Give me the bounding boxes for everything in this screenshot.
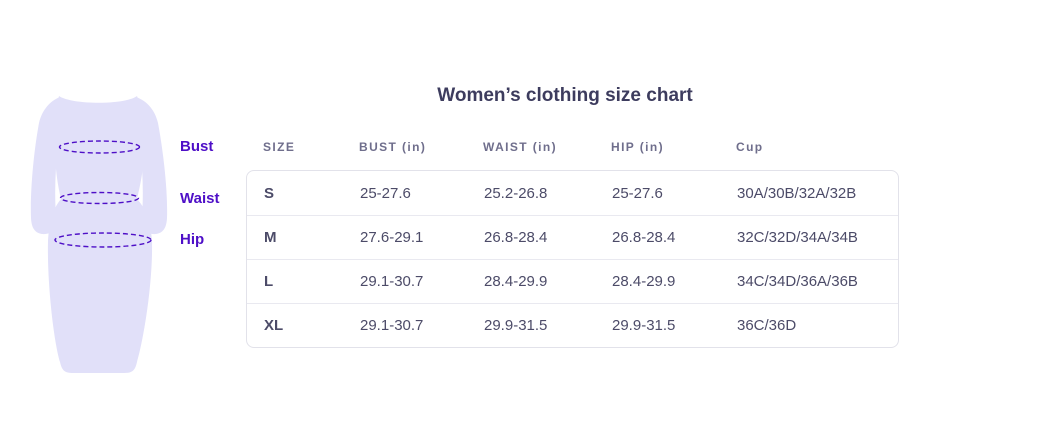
column-header-size: SIZE bbox=[263, 140, 296, 154]
size-table-body: S 25-27.6 25.2-26.8 25-27.6 30A/30B/32A/… bbox=[246, 170, 899, 348]
column-header-bust: BUST (in) bbox=[359, 140, 427, 154]
dress-right-sleeve bbox=[136, 97, 168, 235]
size-value: L bbox=[264, 273, 274, 290]
waist-value: 29.9-31.5 bbox=[484, 317, 548, 334]
hip-value: 28.4-29.9 bbox=[612, 273, 676, 290]
column-header-hip: HIP (in) bbox=[611, 140, 664, 154]
size-value: M bbox=[264, 229, 277, 246]
cup-value: 30A/30B/32A/32B bbox=[737, 184, 857, 202]
bust-measurement-line bbox=[58, 140, 141, 154]
bust-value: 25-27.6 bbox=[360, 184, 411, 202]
hip-value: 29.9-31.5 bbox=[612, 317, 676, 334]
size-table-header: SIZE BUST (in) WAIST (in) HIP (in) Cup bbox=[246, 133, 899, 161]
table-row-s: S 25-27.6 25.2-26.8 25-27.6 30A/30B/32A/… bbox=[247, 171, 898, 215]
bust-value: 29.1-30.7 bbox=[360, 273, 424, 290]
waist-label: Waist bbox=[180, 190, 220, 207]
column-header-waist: WAIST (in) bbox=[483, 140, 557, 154]
dress-left-sleeve bbox=[30, 97, 60, 235]
page-title: Women’s clothing size chart bbox=[437, 85, 693, 106]
cup-value: 34C/34D/36A/36B bbox=[737, 273, 858, 290]
dress-body bbox=[47, 96, 153, 373]
bust-label: Bust bbox=[180, 138, 214, 155]
dress-silhouette-illustration bbox=[30, 96, 168, 373]
size-value: S bbox=[264, 184, 275, 202]
size-table: SIZE BUST (in) WAIST (in) HIP (in) Cup S… bbox=[246, 133, 899, 348]
hip-value: 26.8-28.4 bbox=[612, 229, 676, 246]
size-value: XL bbox=[264, 317, 284, 334]
bust-value: 27.6-29.1 bbox=[360, 229, 424, 246]
bust-value: 29.1-30.7 bbox=[360, 317, 424, 334]
cup-value: 32C/32D/34A/34B bbox=[737, 229, 858, 246]
table-row-m: M 27.6-29.1 26.8-28.4 26.8-28.4 32C/32D/… bbox=[247, 215, 898, 259]
hip-label: Hip bbox=[180, 231, 205, 248]
hip-measurement-line bbox=[54, 232, 152, 248]
waist-value: 25.2-26.8 bbox=[484, 184, 548, 202]
waist-value: 28.4-29.9 bbox=[484, 273, 548, 290]
waist-measurement-line bbox=[59, 191, 140, 205]
table-row-xl: XL 29.1-30.7 29.9-31.5 29.9-31.5 36C/36D bbox=[247, 303, 898, 347]
table-row-l: L 29.1-30.7 28.4-29.9 28.4-29.9 34C/34D/… bbox=[247, 259, 898, 303]
column-header-cup: Cup bbox=[736, 140, 764, 154]
cup-value: 36C/36D bbox=[737, 317, 797, 334]
hip-value: 25-27.6 bbox=[612, 184, 663, 202]
waist-value: 26.8-28.4 bbox=[484, 229, 548, 246]
